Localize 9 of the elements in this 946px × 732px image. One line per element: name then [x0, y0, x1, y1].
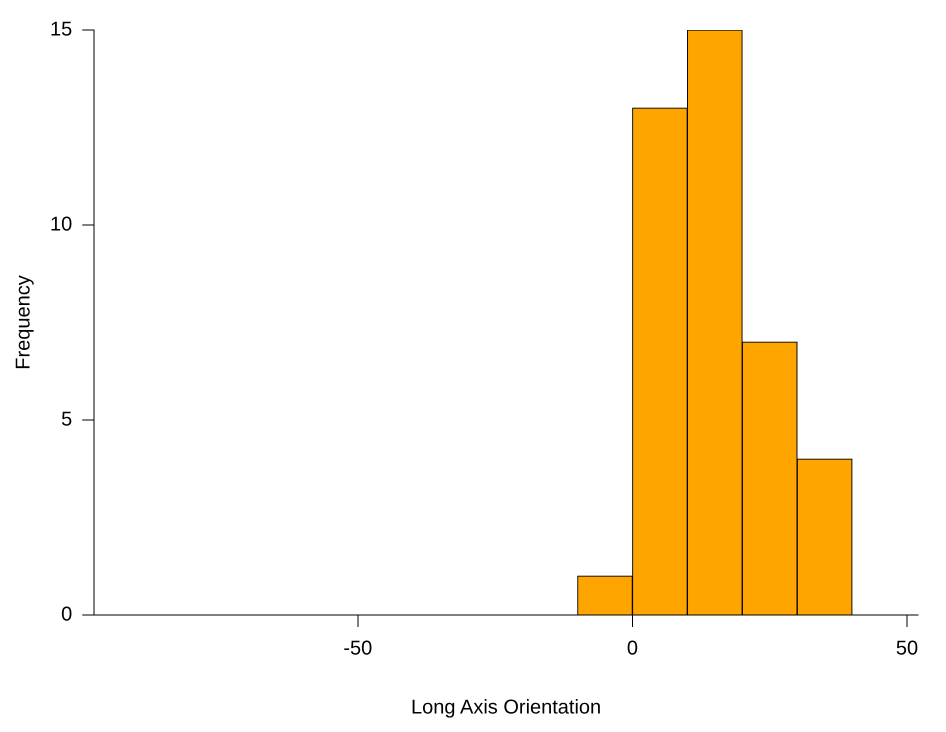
- y-axis-title: Frequency: [12, 275, 35, 370]
- x-axis-title: Long Axis Orientation: [411, 696, 602, 719]
- x-tick-label: 50: [896, 638, 918, 660]
- y-tick-label: 15: [50, 18, 72, 41]
- y-tick-label: 0: [61, 604, 72, 626]
- y-tick-label: 10: [50, 214, 72, 236]
- x-tick-label: -50: [343, 638, 372, 660]
- y-tick-label: 5: [61, 408, 72, 431]
- x-tick-label: 0: [626, 638, 638, 660]
